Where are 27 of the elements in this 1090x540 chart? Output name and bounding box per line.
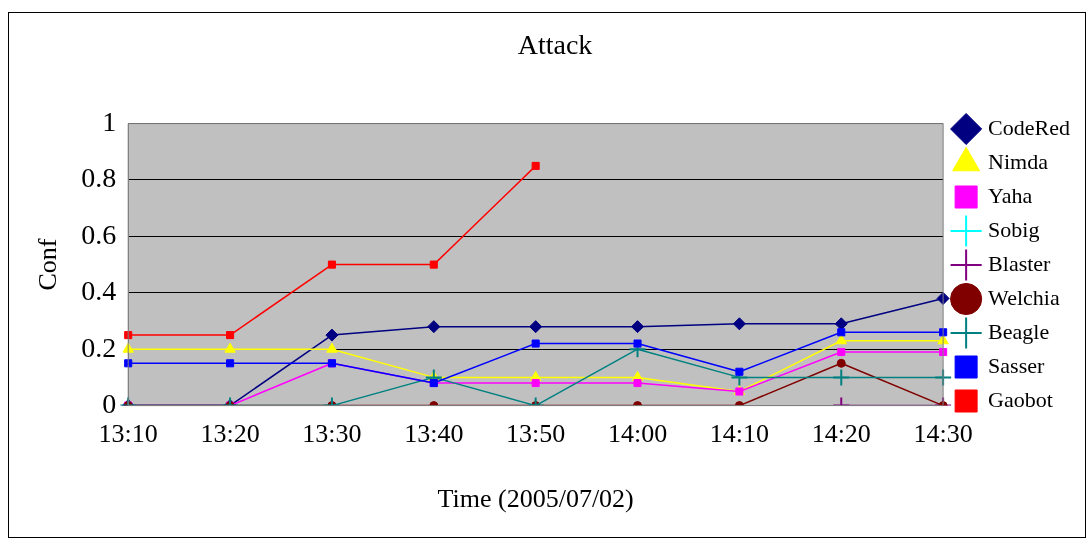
x-axis-title: Time (2005/07/02) [437,484,634,514]
legend-label: Welchia [988,284,1060,310]
y-axis-title: Conf [33,238,63,291]
legend-label: Yaha [988,182,1033,208]
x-tick-label: 13:40 [404,419,464,449]
x-tick-label: 14:30 [913,419,973,449]
x-tick-label: 13:30 [302,419,362,449]
chart-title: Attack [517,29,593,61]
legend-label: Blaster [988,250,1052,276]
x-tick-label: 13:10 [98,419,158,449]
legend-label: Sasser [988,352,1046,378]
legend-label: CodeRed [988,114,1071,140]
x-tick-label: 14:20 [811,419,871,449]
y-tick-label: 0.6 [81,218,117,250]
y-tick-label: 0.2 [81,331,117,363]
y-tick-label: 0.8 [81,162,117,194]
legend-label: Gaobot [988,386,1053,412]
legend-label: Sobig [988,216,1040,242]
x-tick-label: 14:10 [709,419,770,449]
x-tick-label: 14:00 [607,419,668,449]
legend-label: Beagle [988,318,1050,344]
y-tick-label: 0.4 [81,275,117,307]
legend-label: Nimda [988,148,1049,174]
x-tick-label: 13:50 [506,419,566,449]
y-tick-label: 1 [102,105,117,137]
y-tick-label: 0 [102,387,117,419]
x-tick-label: 13:20 [200,419,260,449]
